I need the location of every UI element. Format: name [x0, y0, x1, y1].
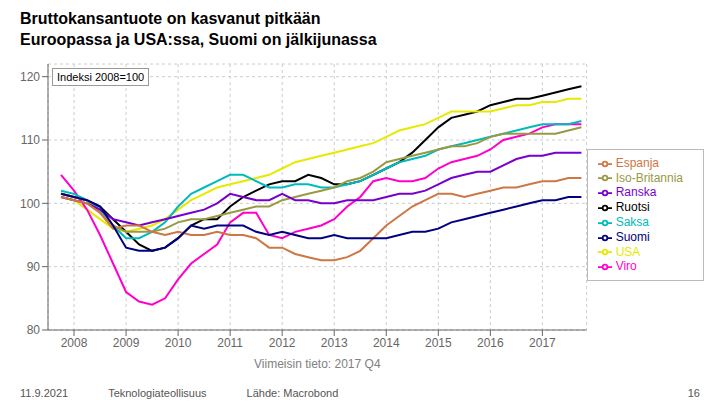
svg-text:2014: 2014	[373, 336, 400, 350]
svg-text:2011: 2011	[217, 336, 243, 350]
html-text:Suomi: Suomi	[615, 229, 650, 244]
svg-text:90: 90	[27, 260, 41, 274]
html-text:11.9.2021: 11.9.2021	[20, 387, 69, 399]
html-text:16: 16	[687, 387, 700, 399]
html-text:Ruotsi: Ruotsi	[615, 200, 650, 215]
html-text:Euroopassa ja USA:ssa, Suomi o: Euroopassa ja USA:ssa, Suomi on jälkijun…	[20, 31, 377, 48]
svg-text:2008: 2008	[61, 336, 88, 350]
svg-text:100: 100	[20, 197, 40, 211]
svg-text:120: 120	[20, 70, 40, 84]
svg-text:2015: 2015	[425, 336, 452, 350]
html-text:Iso-Britannia: Iso-Britannia	[615, 170, 683, 185]
html-text:Espanja: Espanja	[615, 155, 659, 170]
svg-text:80: 80	[27, 323, 41, 337]
html-text:Indeksi 2008=100: Indeksi 2008=100	[57, 71, 145, 83]
html-text:Teknologiateollisuus: Teknologiateollisuus	[108, 387, 207, 399]
svg-text:2009: 2009	[113, 336, 140, 350]
svg-text:Viimeisin tieto: 2017 Q4: Viimeisin tieto: 2017 Q4	[254, 357, 381, 371]
svg-text:2013: 2013	[321, 336, 348, 350]
svg-text:2016: 2016	[477, 336, 504, 350]
html-text:Bruttokansantuote on kasvanut: Bruttokansantuote on kasvanut pitkään	[20, 10, 321, 27]
html-text:Ranska: Ranska	[615, 185, 657, 200]
svg-text:2012: 2012	[269, 336, 296, 350]
svg-text:2017: 2017	[529, 336, 556, 350]
html-text:Lähde: Macrobond: Lähde: Macrobond	[246, 387, 339, 399]
html-text:Saksa: Saksa	[615, 215, 649, 229]
svg-text:2010: 2010	[165, 336, 192, 350]
svg-text:110: 110	[21, 133, 40, 147]
html-text:Viro: Viro	[615, 259, 637, 274]
html-text:USA: USA	[615, 244, 641, 259]
